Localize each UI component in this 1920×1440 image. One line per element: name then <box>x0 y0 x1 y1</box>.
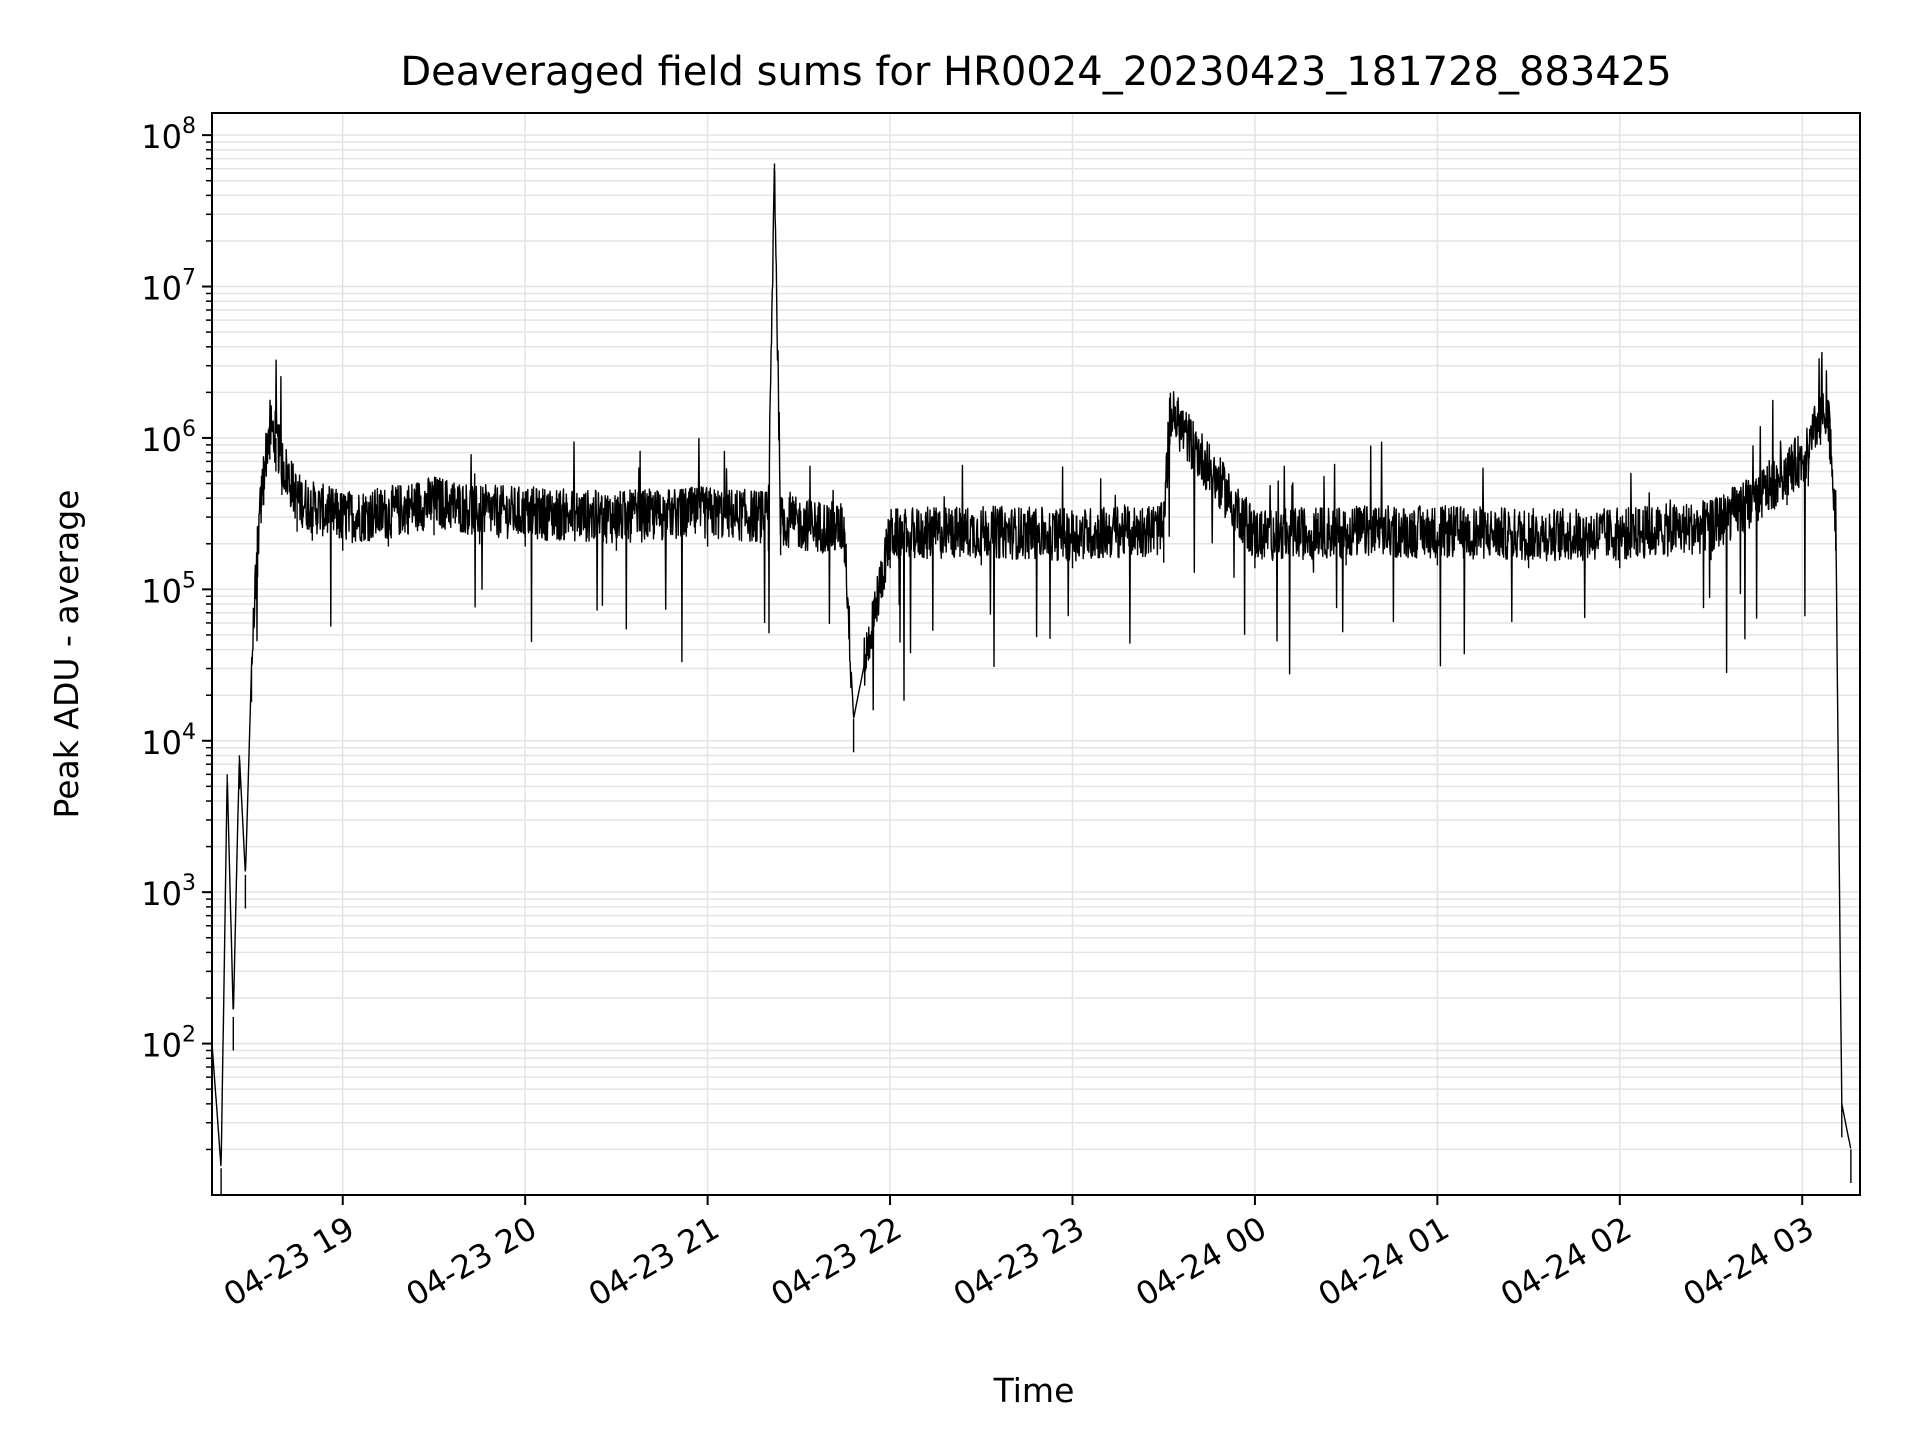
chart-title: Deaveraged field sums for HR0024_2023042… <box>400 49 1671 95</box>
y-axis-label: Peak ADU - average <box>47 490 86 819</box>
grid <box>212 113 1860 1195</box>
y-tick-label: 102 <box>141 1023 196 1065</box>
y-axis: 102 103 104 105 106 107 108 <box>141 114 212 1151</box>
x-axis-label: Time <box>993 1371 1075 1410</box>
y-tick-label: 108 <box>141 114 196 156</box>
plot-frame <box>211 112 1861 1196</box>
y-tick-label: 105 <box>141 568 196 610</box>
y-tick-label: 103 <box>141 871 196 913</box>
series-line <box>211 163 1852 1195</box>
y-tick-label: 104 <box>141 720 196 762</box>
y-tick-label: 107 <box>141 266 196 308</box>
y-tick-label: 106 <box>141 417 196 459</box>
